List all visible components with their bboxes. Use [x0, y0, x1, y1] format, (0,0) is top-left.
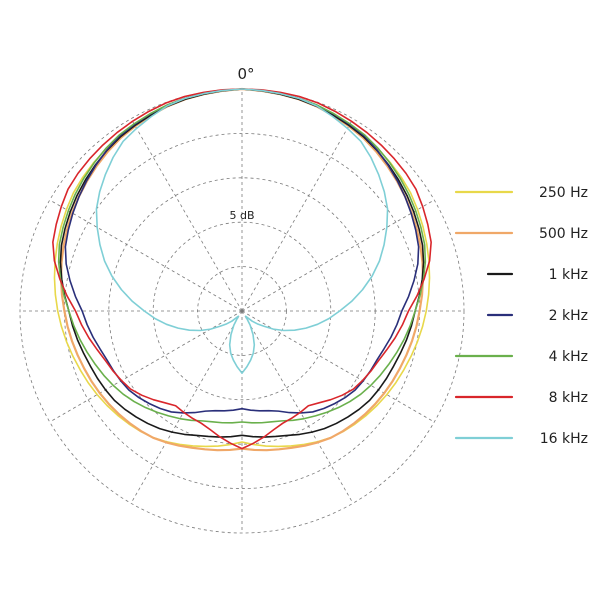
legend-label: 1 kHz — [549, 267, 588, 283]
series-line-250-hz — [53, 88, 431, 448]
legend-label: 2 kHz — [549, 308, 588, 324]
grid-spoke-330 — [130, 118, 243, 312]
series-line-8-khz — [52, 88, 432, 450]
legend-item-4-khz: 4 kHz — [454, 349, 588, 365]
series-line-1-khz — [59, 88, 425, 438]
grid-spoke-30 — [241, 118, 354, 312]
legend-item-2-khz: 2 kHz — [486, 308, 588, 324]
series-line-16-khz — [95, 88, 389, 374]
legend-label: 250 Hz — [539, 185, 588, 201]
grid-ring-2 — [152, 221, 332, 401]
series-line-4-khz — [57, 88, 427, 424]
legend-item-8-khz: 8 kHz — [454, 390, 588, 406]
scale-label: 5 dB — [229, 209, 254, 222]
legend-label: 8 kHz — [549, 390, 588, 406]
legend-item-16-khz: 16 kHz — [454, 431, 588, 447]
grid-spoke-150 — [241, 310, 354, 504]
grid-spoke-210 — [130, 310, 243, 504]
legend-label: 500 Hz — [539, 226, 588, 242]
grid-spoke-300 — [49, 199, 243, 312]
legend-label: 16 kHz — [540, 431, 588, 447]
legend-item-500-hz: 500 Hz — [454, 226, 588, 242]
grid-spoke-60 — [241, 199, 435, 312]
legend-item-250-hz: 250 Hz — [454, 185, 588, 201]
polar-curves — [52, 87, 432, 452]
polar-grid — [19, 88, 465, 534]
legend-label: 4 kHz — [549, 349, 588, 365]
legend-item-1-khz: 1 kHz — [486, 267, 588, 283]
series-line-2-khz — [64, 88, 420, 414]
angle-label-0: 0° — [237, 65, 254, 83]
legend: 250 Hz 500 Hz 1 kHz 2 kHz 4 kHz 8 kHz 16 kHz — [454, 185, 588, 447]
